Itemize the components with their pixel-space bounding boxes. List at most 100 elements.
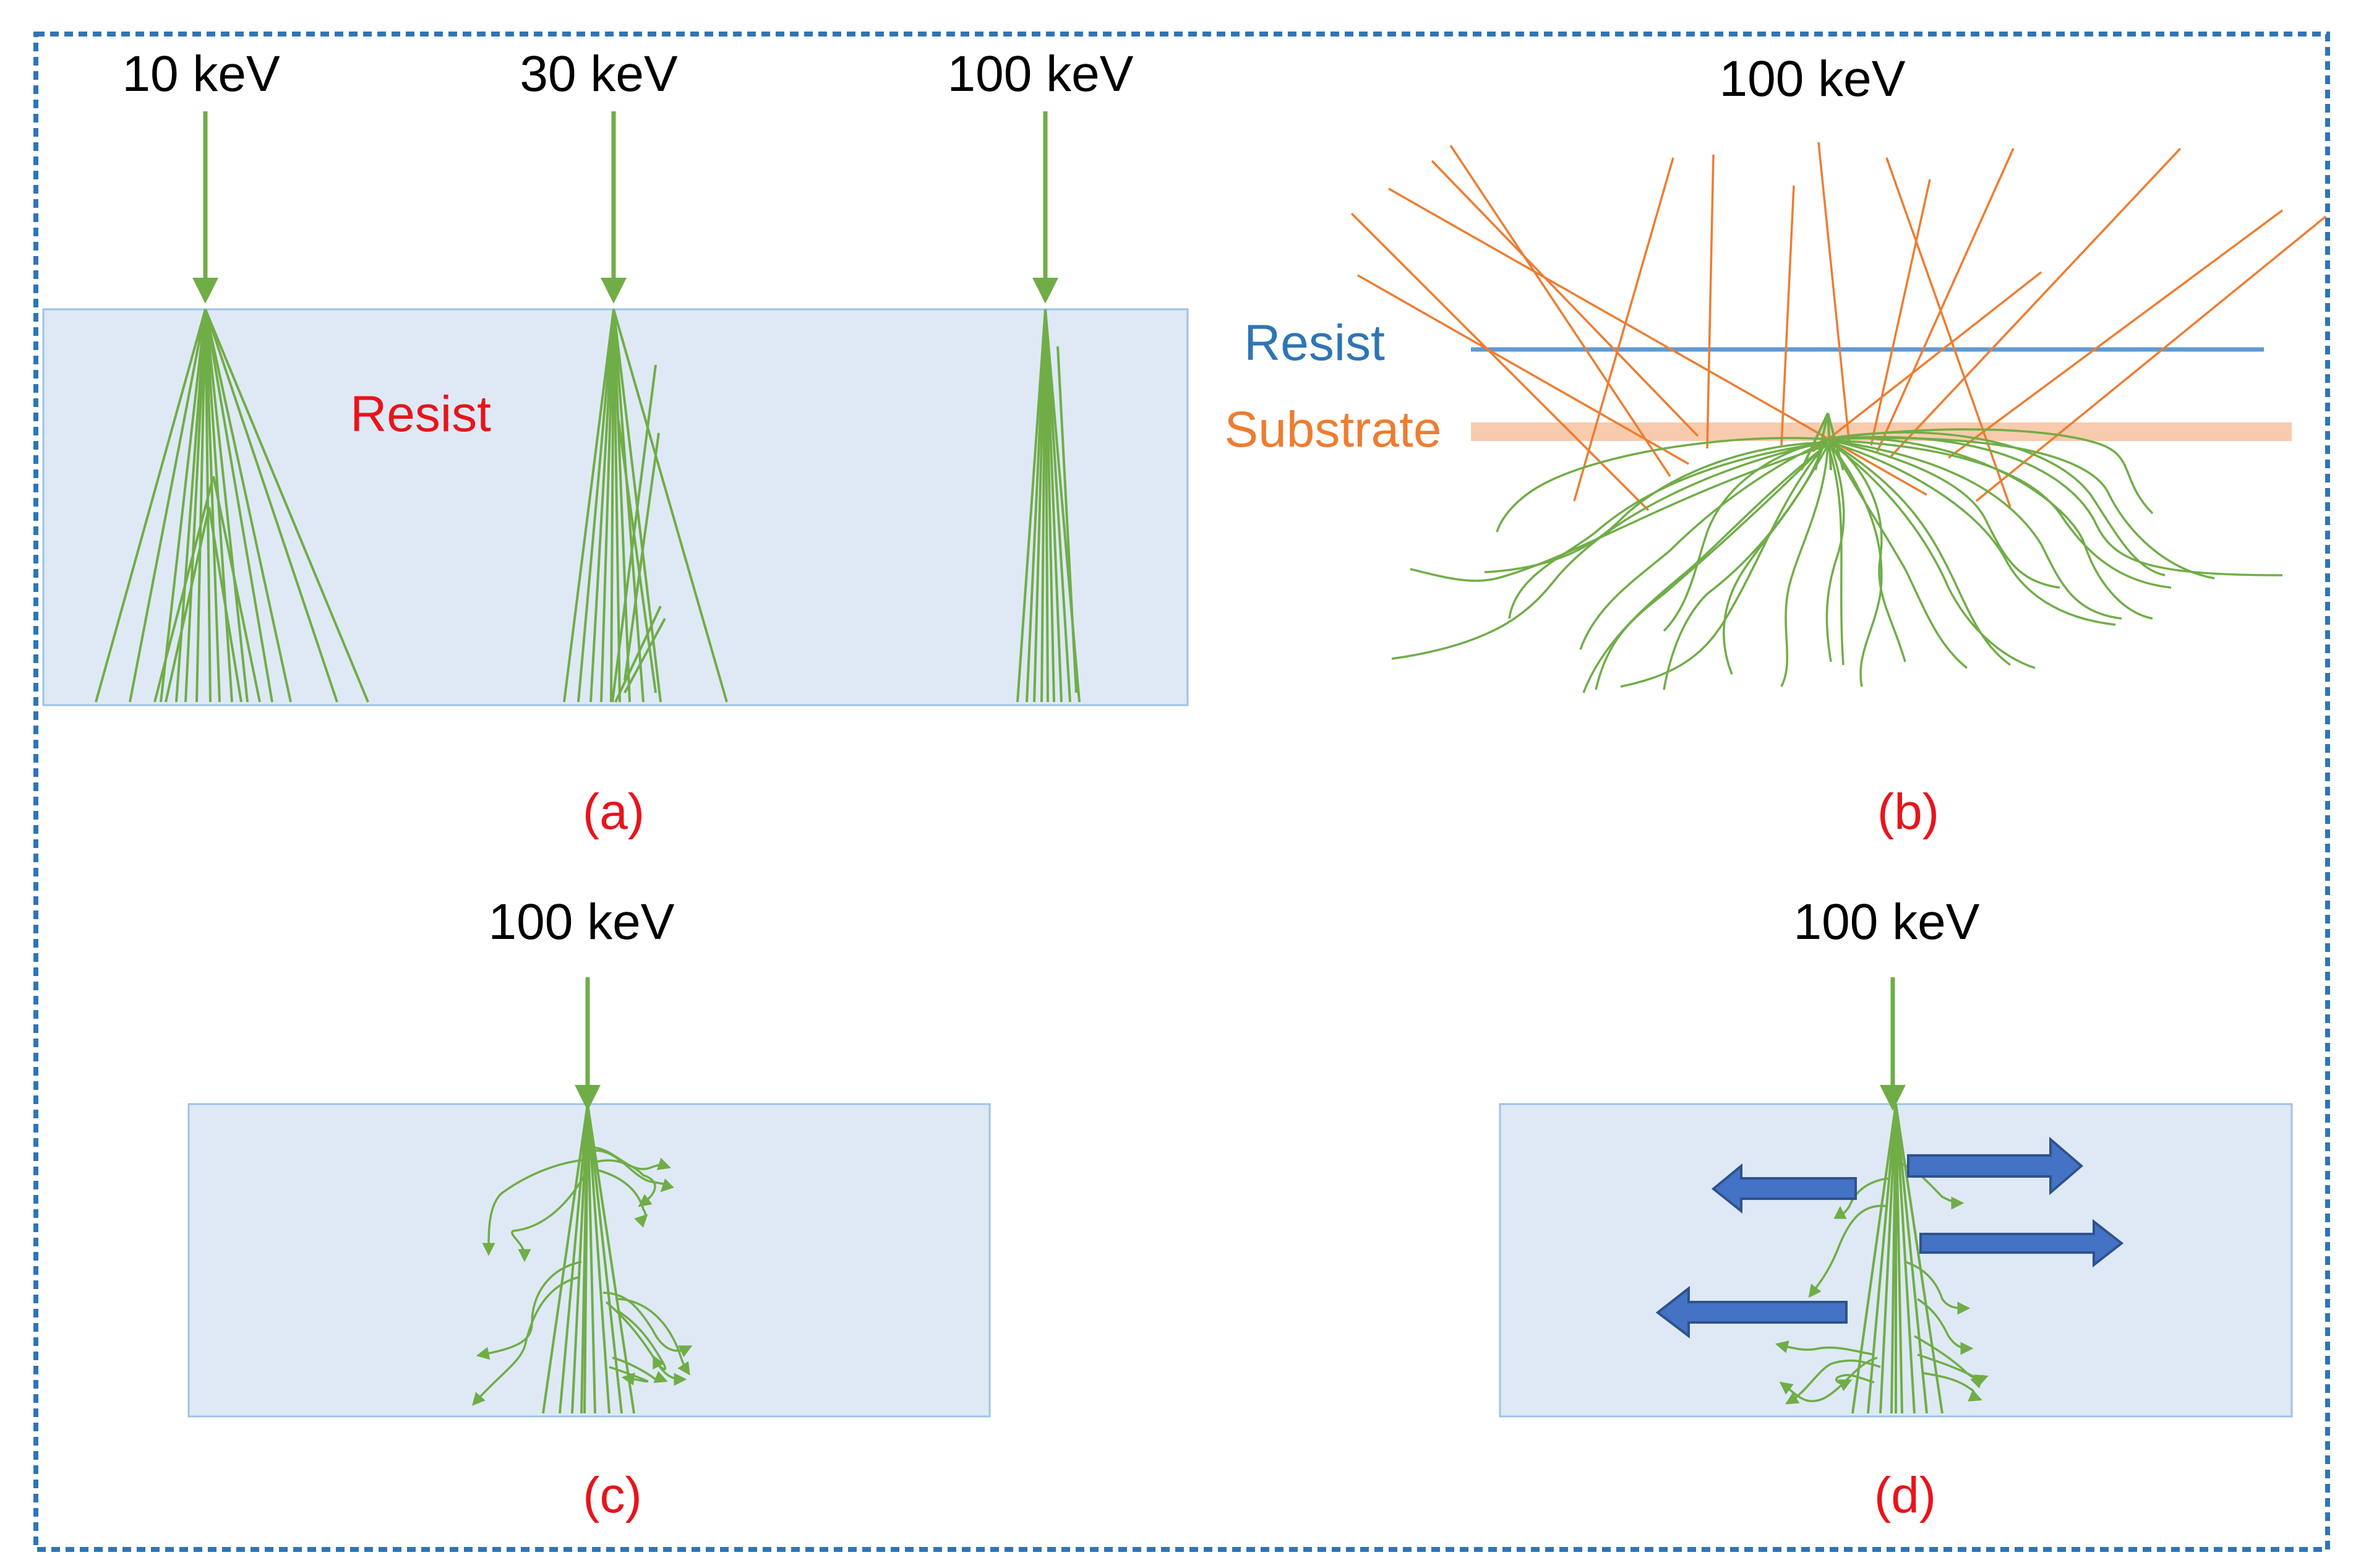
arrow-right-icon: [1907, 1136, 2084, 1196]
trajectory: [612, 309, 645, 703]
trajectory: [1044, 309, 1063, 703]
trajectory: [1879, 1103, 1897, 1414]
scatter-curve: [1832, 428, 2154, 515]
trajectory: [1814, 413, 1829, 471]
trajectory: [204, 309, 212, 703]
panel-c-forward-trajectories: [542, 1103, 635, 1414]
trajectory: [204, 309, 221, 703]
trajectory: [160, 309, 207, 703]
panel-a-caption: (a): [583, 784, 645, 840]
backscatter-trajectory: [1431, 160, 1699, 437]
trajectory: [586, 1103, 596, 1414]
scatter-curve: [1825, 441, 1845, 662]
secondary-electron: [592, 1159, 656, 1207]
scatter-curve: [1830, 439, 2122, 620]
secondary-electron: [1923, 1372, 1982, 1402]
trajectory: [184, 309, 207, 703]
scatter-curve: [1663, 439, 1828, 632]
backscatter-trajectory: [1947, 209, 2284, 459]
panel-c-secondary-electrons: [472, 1146, 693, 1406]
panel-b: 100 keV Resist Substrate: [1225, 51, 2327, 840]
secondary-electron: [605, 1301, 687, 1386]
secondary-electron: [618, 1310, 667, 1371]
trajectories-10kev: [95, 309, 369, 703]
backscatter-trajectory: [1888, 147, 2182, 459]
scatter-curve: [1391, 441, 1825, 660]
trajectory: [1895, 1103, 1943, 1414]
arrow-left-icon: [1711, 1163, 1857, 1214]
trajectory: [612, 309, 621, 703]
panel-a-resist-label: Resist: [350, 386, 491, 442]
panel-a-energy-100kev: 100 keV: [948, 46, 1134, 102]
secondary-electron: [1779, 1356, 1878, 1402]
trajectory: [204, 309, 249, 703]
backscatter-trajectory: [1706, 154, 1715, 449]
trajectory: [1044, 309, 1071, 703]
trajectory: [153, 476, 215, 703]
arrow-left-icon: [1655, 1285, 1848, 1339]
proximity-arrows: [1655, 1136, 2124, 1339]
trajectory: [1827, 413, 1845, 471]
trajectory: [1016, 309, 1047, 703]
scatter-curve: [1484, 441, 1828, 573]
secondary-electron: [1833, 1177, 1888, 1219]
secondary-electron: [472, 1276, 579, 1406]
secondary-electron: [1917, 1298, 1974, 1355]
trajectory: [586, 1103, 623, 1414]
backscatter-trajectory: [1885, 157, 2012, 508]
trajectory: [1056, 346, 1078, 693]
trajectory: [610, 309, 615, 703]
trajectory: [571, 1103, 589, 1414]
trajectory: [586, 1103, 611, 1414]
trajectory: [195, 309, 207, 703]
backscatter-trajectory: [1573, 157, 1674, 502]
arrow-right-icon: [1919, 1219, 2124, 1268]
secondary-electron: [511, 1172, 588, 1262]
scatter-curve: [1832, 437, 2215, 580]
secondary-electron: [1835, 1374, 1875, 1392]
trajectories-100kev: [1016, 309, 1081, 703]
trajectory: [612, 309, 631, 703]
trajectory: [612, 309, 728, 703]
trajectory: [1867, 1103, 1897, 1414]
scatter-curve: [1832, 436, 2153, 620]
scatter-curve: [1830, 441, 2012, 666]
substrate-scattering: [1391, 428, 2283, 693]
secondary-electron: [1905, 1261, 1971, 1315]
secondary-electron: [612, 1356, 668, 1383]
trajectory: [204, 309, 338, 703]
scatter-curve: [1579, 441, 1825, 650]
near-surface-spray: [1800, 413, 1845, 471]
scatter-curve: [1827, 445, 1845, 666]
panel-d-forward-trajectories: [1851, 1103, 1943, 1414]
panel-d-caption: (d): [1874, 1467, 1936, 1523]
panel-c: 100 keV: [187, 894, 991, 1523]
scatter-curve: [1830, 441, 2116, 626]
secondary-electron: [593, 1168, 648, 1228]
panel-b-substrate-label: Substrate: [1225, 401, 1442, 458]
trajectory: [204, 309, 273, 703]
backscatter-trajectory: [1350, 212, 1650, 512]
scatter-curve: [1595, 444, 1826, 690]
secondary-electron: [615, 1298, 690, 1376]
dashed-frame: [33, 32, 2330, 1552]
secondary-electron: [482, 1159, 585, 1256]
trajectory: [208, 507, 242, 703]
scatter-curve: [1723, 442, 1826, 675]
trajectory: [1895, 1103, 1928, 1414]
panel-a-energy-10kev: 10 keV: [122, 46, 280, 102]
panel-c-caption: (c): [583, 1467, 642, 1523]
trajectory: [1827, 413, 1832, 471]
panel-d-secondary-electrons: [1775, 1162, 1989, 1405]
backscatter-trajectory: [1780, 185, 1795, 446]
trajectory: [589, 309, 615, 703]
panel-d: 100 keV: [1499, 894, 2293, 1523]
trajectories-30kev: [563, 309, 728, 703]
trajectory: [204, 309, 292, 703]
panel-a: 10 keV 30 keV 100 keV Resist: [42, 46, 1189, 840]
panel-b-energy: 100 keV: [1720, 51, 1906, 107]
backscatter-trajectory: [1357, 274, 1689, 465]
scatter-curve: [1582, 443, 1829, 693]
scatter-curve: [1620, 441, 1829, 688]
